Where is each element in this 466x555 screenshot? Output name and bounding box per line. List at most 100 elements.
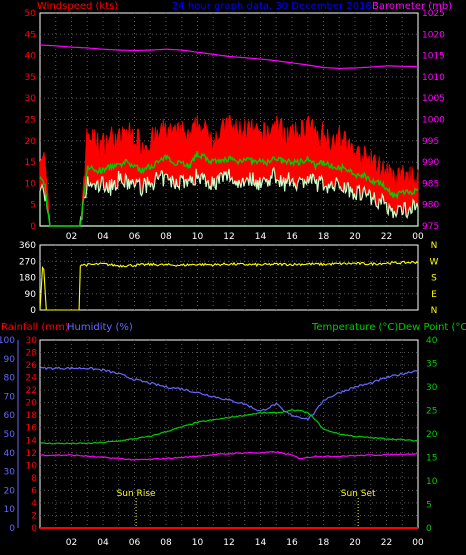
baro-tick-label: 985 xyxy=(422,179,439,189)
wind-tick-label: 45 xyxy=(25,30,36,40)
time-tick-label: 18 xyxy=(318,538,330,548)
time-tick-label: 12 xyxy=(223,232,234,242)
wind-tick-label: 10 xyxy=(25,179,37,189)
baro-tick-label: 995 xyxy=(422,137,439,147)
time-tick-label: 00 xyxy=(412,538,424,548)
graph-title: 24 hour graph data, 30 December 2018 xyxy=(172,1,372,12)
temperature-tick-label: 30 xyxy=(426,383,438,393)
dewpoint-series xyxy=(39,450,419,461)
rain-tick-label: 14 xyxy=(26,436,38,446)
time-tick-label: 12 xyxy=(223,538,234,548)
time-tick-label: 10 xyxy=(192,538,204,548)
compass-label: E xyxy=(431,290,437,300)
wind-barometer-panel: 0510152025303540455097598098599099510001… xyxy=(25,9,446,242)
direction-tick-label: 90 xyxy=(25,290,37,300)
compass-label: N xyxy=(431,306,438,316)
wind-tick-label: 0 xyxy=(30,222,36,232)
barometer-axis-title: Barometer (mb) xyxy=(372,1,452,12)
temperature-tick-label: 20 xyxy=(426,430,438,440)
baro-tick-label: 990 xyxy=(422,158,439,168)
time-tick-label: 16 xyxy=(286,232,298,242)
rain-tick-label: 22 xyxy=(26,386,37,396)
time-tick-label: 08 xyxy=(160,232,172,242)
rain-tick-label: 2 xyxy=(31,511,37,521)
time-tick-label: 14 xyxy=(255,538,267,548)
rain-tick-label: 30 xyxy=(26,336,38,346)
time-tick-label: 02 xyxy=(66,538,77,548)
humidity-tick-label: 100 xyxy=(0,336,15,346)
wind-tick-label: 50 xyxy=(25,9,37,19)
rain-tick-label: 12 xyxy=(26,449,37,459)
baro-tick-label: 1025 xyxy=(422,9,445,19)
wind-tick-label: 15 xyxy=(25,158,36,168)
rain-tick-label: 28 xyxy=(26,349,38,359)
humidity-tick-label: 40 xyxy=(4,449,16,459)
sunrise-label: Sun Rise xyxy=(117,489,156,499)
temperature-tick-label: 15 xyxy=(426,454,437,464)
wind-tick-label: 30 xyxy=(25,94,37,104)
direction-tick-label: 180 xyxy=(19,274,36,284)
baro-tick-label: 1020 xyxy=(422,30,445,40)
time-tick-label: 00 xyxy=(412,232,424,242)
time-tick-label: 22 xyxy=(381,232,392,242)
temperature-tick-label: 25 xyxy=(426,407,437,417)
lull-series xyxy=(39,166,419,227)
humidity-tick-label: 60 xyxy=(4,411,16,421)
direction-tick-label: 360 xyxy=(19,241,36,251)
rain-tick-label: 26 xyxy=(26,361,38,371)
wind-tick-label: 40 xyxy=(25,52,37,62)
temperature-axis-title: Temperature (°C)Dew Point (°C) xyxy=(311,322,466,333)
baro-tick-label: 980 xyxy=(422,201,439,211)
time-tick-label: 22 xyxy=(381,538,392,548)
rain-tick-label: 10 xyxy=(26,461,38,471)
time-tick-label: 06 xyxy=(129,538,141,548)
temp-humidity-panel: 0246810121416182022242628300102030405060… xyxy=(0,336,438,548)
time-tick-label: 04 xyxy=(97,232,109,242)
sunset-label: Sun Set xyxy=(341,489,376,499)
humidity-tick-label: 70 xyxy=(4,392,16,402)
rainfall-axis-title: Rainfall (mm) xyxy=(1,322,69,333)
temperature-tick-label: 5 xyxy=(426,501,432,511)
time-tick-label: 16 xyxy=(286,538,298,548)
barometer-series xyxy=(39,44,419,70)
rain-tick-label: 8 xyxy=(31,474,37,484)
time-tick-label: 20 xyxy=(349,538,361,548)
rain-tick-label: 4 xyxy=(31,499,37,509)
compass-label: W xyxy=(430,257,439,267)
humidity-tick-label: 0 xyxy=(9,524,15,534)
direction-series xyxy=(39,260,419,311)
rain-tick-label: 6 xyxy=(31,486,37,496)
time-tick-label: 18 xyxy=(318,232,330,242)
wind-tick-label: 20 xyxy=(25,137,37,147)
baro-tick-label: 1010 xyxy=(422,73,445,83)
humidity-axis-title: Humidity (%) xyxy=(67,322,133,333)
baro-tick-label: 1005 xyxy=(422,94,445,104)
time-tick-label: 08 xyxy=(160,538,172,548)
rain-tick-label: 24 xyxy=(26,374,38,384)
rain-tick-label: 18 xyxy=(26,411,38,421)
wind-tick-label: 35 xyxy=(25,73,36,83)
compass-label: N xyxy=(431,241,438,251)
average-wind-series xyxy=(39,151,419,227)
humidity-tick-label: 20 xyxy=(4,486,16,496)
rain-tick-label: 0 xyxy=(31,524,37,534)
baro-tick-label: 1000 xyxy=(422,116,445,126)
rain-tick-label: 16 xyxy=(26,424,38,434)
compass-label: S xyxy=(431,274,437,284)
wind-tick-label: 5 xyxy=(30,201,36,211)
rain-tick-label: 20 xyxy=(26,399,38,409)
humidity-tick-label: 90 xyxy=(4,355,16,365)
temperature-series xyxy=(39,409,419,445)
time-tick-label: 20 xyxy=(349,232,361,242)
humidity-tick-label: 30 xyxy=(4,468,16,478)
humidity-tick-label: 10 xyxy=(4,505,16,515)
direction-tick-label: 0 xyxy=(30,306,36,316)
time-tick-label: 04 xyxy=(97,538,109,548)
time-tick-label: 14 xyxy=(255,232,267,242)
temperature-tick-label: 0 xyxy=(426,524,432,534)
wind-tick-label: 25 xyxy=(25,116,36,126)
windspeed-axis-title: Windspeed (kts) xyxy=(37,1,118,12)
direction-tick-label: 270 xyxy=(19,257,36,267)
humidity-tick-label: 80 xyxy=(4,374,16,384)
